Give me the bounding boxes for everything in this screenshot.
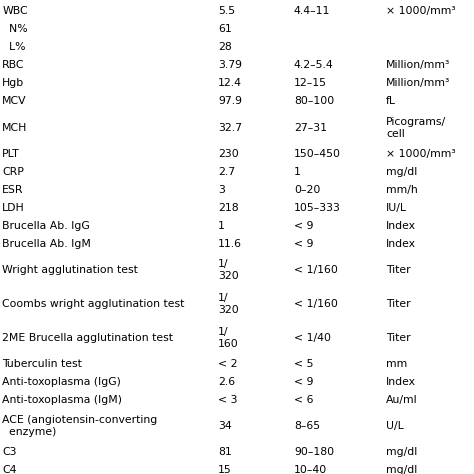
Text: 27–31: 27–31 <box>294 122 327 133</box>
Text: 90–180: 90–180 <box>294 447 334 457</box>
Text: Coombs wright agglutination test: Coombs wright agglutination test <box>2 299 185 309</box>
Text: Million/mm³: Million/mm³ <box>386 60 451 71</box>
Text: Picograms/
cell: Picograms/ cell <box>386 117 447 138</box>
Text: Titer: Titer <box>386 264 411 275</box>
Text: C4: C4 <box>2 465 17 474</box>
Text: Tuberculin test: Tuberculin test <box>2 359 82 369</box>
Text: Brucella Ab. IgG: Brucella Ab. IgG <box>2 220 90 231</box>
Text: × 1000/mm³: × 1000/mm³ <box>386 6 456 17</box>
Text: Anti-toxoplasma (IgG): Anti-toxoplasma (IgG) <box>2 377 121 387</box>
Text: 230: 230 <box>218 148 239 159</box>
Text: 61: 61 <box>218 24 232 35</box>
Text: 2.6: 2.6 <box>218 377 235 387</box>
Text: MCH: MCH <box>2 122 28 133</box>
Text: Au/ml: Au/ml <box>386 395 418 405</box>
Text: 3: 3 <box>218 184 225 195</box>
Text: Index: Index <box>386 377 416 387</box>
Text: L%: L% <box>2 42 26 53</box>
Text: IU/L: IU/L <box>386 202 407 213</box>
Text: 1/
160: 1/ 160 <box>218 327 239 349</box>
Text: fL: fL <box>386 96 396 107</box>
Text: 150–450: 150–450 <box>294 148 341 159</box>
Text: 97.9: 97.9 <box>218 96 242 107</box>
Text: C3: C3 <box>2 447 17 457</box>
Text: Titer: Titer <box>386 333 411 343</box>
Text: 4.4–11: 4.4–11 <box>294 6 330 17</box>
Text: mm: mm <box>386 359 408 369</box>
Text: 34: 34 <box>218 421 232 431</box>
Text: 8–65: 8–65 <box>294 421 320 431</box>
Text: 80–100: 80–100 <box>294 96 334 107</box>
Text: 4.2–5.4: 4.2–5.4 <box>294 60 334 71</box>
Text: Index: Index <box>386 220 416 231</box>
Text: 12.4: 12.4 <box>218 78 242 89</box>
Text: < 9: < 9 <box>294 220 313 231</box>
Text: 1/
320: 1/ 320 <box>218 293 239 315</box>
Text: ACE (angiotensin-converting
  enzyme): ACE (angiotensin-converting enzyme) <box>2 415 158 437</box>
Text: 1: 1 <box>294 166 301 177</box>
Text: Brucella Ab. IgM: Brucella Ab. IgM <box>2 238 91 249</box>
Text: 5.5: 5.5 <box>218 6 235 17</box>
Text: < 3: < 3 <box>218 395 237 405</box>
Text: Million/mm³: Million/mm³ <box>386 78 451 89</box>
Text: Anti-toxoplasma (IgM): Anti-toxoplasma (IgM) <box>2 395 122 405</box>
Text: 12–15: 12–15 <box>294 78 327 89</box>
Text: LDH: LDH <box>2 202 25 213</box>
Text: 2ME Brucella agglutination test: 2ME Brucella agglutination test <box>2 333 173 343</box>
Text: 28: 28 <box>218 42 232 53</box>
Text: 15: 15 <box>218 465 232 474</box>
Text: PLT: PLT <box>2 148 20 159</box>
Text: 2.7: 2.7 <box>218 166 235 177</box>
Text: 218: 218 <box>218 202 239 213</box>
Text: ESR: ESR <box>2 184 24 195</box>
Text: < 6: < 6 <box>294 395 313 405</box>
Text: RBC: RBC <box>2 60 25 71</box>
Text: 1: 1 <box>218 220 225 231</box>
Text: < 9: < 9 <box>294 377 313 387</box>
Text: 3.79: 3.79 <box>218 60 242 71</box>
Text: 0–20: 0–20 <box>294 184 320 195</box>
Text: Index: Index <box>386 238 416 249</box>
Text: Titer: Titer <box>386 299 411 309</box>
Text: mg/dl: mg/dl <box>386 447 418 457</box>
Text: 10–40: 10–40 <box>294 465 327 474</box>
Text: N%: N% <box>2 24 28 35</box>
Text: < 5: < 5 <box>294 359 313 369</box>
Text: 105–333: 105–333 <box>294 202 341 213</box>
Text: 32.7: 32.7 <box>218 122 242 133</box>
Text: mg/dl: mg/dl <box>386 465 418 474</box>
Text: < 1/160: < 1/160 <box>294 299 338 309</box>
Text: Wright agglutination test: Wright agglutination test <box>2 264 138 275</box>
Text: MCV: MCV <box>2 96 27 107</box>
Text: < 2: < 2 <box>218 359 237 369</box>
Text: < 1/40: < 1/40 <box>294 333 331 343</box>
Text: 11.6: 11.6 <box>218 238 242 249</box>
Text: mm/h: mm/h <box>386 184 418 195</box>
Text: × 1000/mm³: × 1000/mm³ <box>386 148 456 159</box>
Text: 81: 81 <box>218 447 232 457</box>
Text: mg/dl: mg/dl <box>386 166 418 177</box>
Text: CRP: CRP <box>2 166 24 177</box>
Text: Hgb: Hgb <box>2 78 25 89</box>
Text: < 1/160: < 1/160 <box>294 264 338 275</box>
Text: 1/
320: 1/ 320 <box>218 259 239 281</box>
Text: U/L: U/L <box>386 421 404 431</box>
Text: WBC: WBC <box>2 6 28 17</box>
Text: < 9: < 9 <box>294 238 313 249</box>
